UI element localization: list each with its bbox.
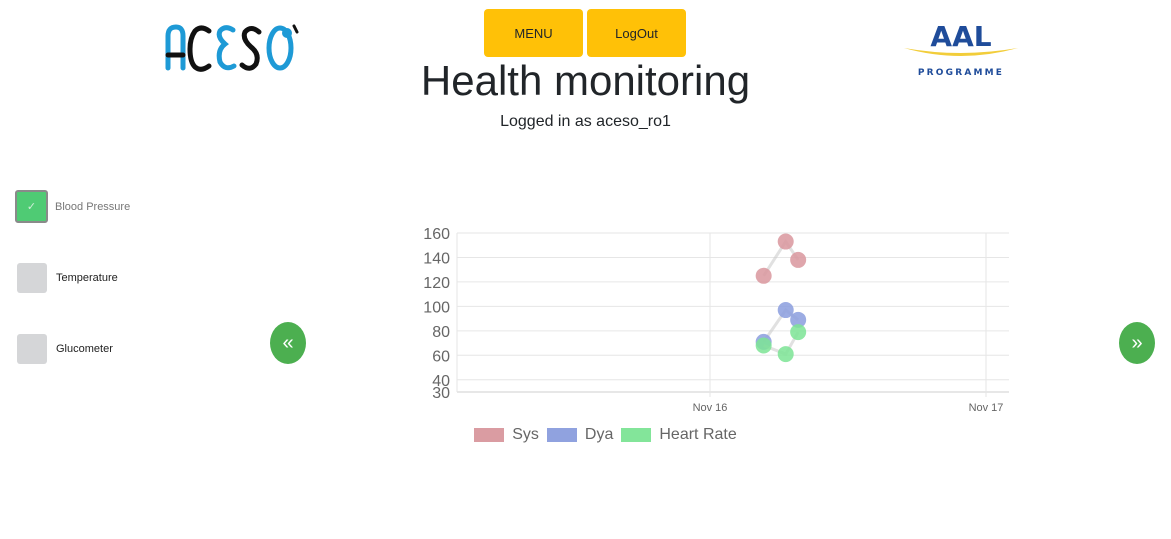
data-point[interactable]	[790, 251, 807, 268]
legend-swatch	[474, 428, 505, 442]
chart-legend: Sys Dya Heart Rate	[0, 426, 1171, 444]
data-point[interactable]	[755, 337, 772, 354]
y-axis-tick: 40	[432, 373, 450, 390]
page-title: Health monitoring	[420, 57, 751, 104]
data-point[interactable]	[790, 324, 807, 341]
y-axis-tick: 100	[423, 299, 450, 316]
legend-item[interactable]: Sys	[474, 426, 539, 444]
legend-label: Heart Rate	[659, 426, 737, 443]
logged-in-status: Logged in as aceso_ro1	[500, 113, 671, 130]
x-axis-tick: Nov 16	[693, 402, 728, 414]
menu-button[interactable]: MENU	[484, 9, 583, 57]
aal-programme-logo: AAL PROGRAMME	[904, 20, 1018, 78]
legend-item[interactable]: Heart Rate	[621, 426, 737, 444]
legend-item[interactable]: Dya	[546, 426, 614, 444]
legend-swatch	[621, 428, 652, 442]
y-axis-tick: 80	[432, 324, 450, 341]
svg-text:AAL: AAL	[930, 20, 991, 53]
y-axis-tick: 60	[432, 348, 450, 365]
legend-label: Dya	[584, 426, 614, 443]
next-period-button[interactable]: »	[1119, 322, 1155, 364]
double-chevron-left-icon: «	[282, 331, 294, 354]
check-icon: ✓	[26, 201, 37, 213]
data-point[interactable]	[790, 311, 807, 328]
y-axis-tick: 160	[423, 226, 450, 243]
y-axis-tick: 140	[423, 250, 450, 267]
y-axis-tick: 30	[432, 385, 450, 402]
x-axis-tick: Nov 17	[969, 402, 1004, 414]
double-chevron-right-icon: »	[1131, 331, 1143, 354]
legend-label: Sys	[512, 426, 539, 443]
data-point[interactable]	[777, 346, 794, 363]
previous-period-button[interactable]: «	[270, 322, 306, 364]
sensor-label: Glucometer	[56, 343, 113, 355]
data-point[interactable]	[777, 302, 794, 319]
sensor-toggle-temperature[interactable]: Temperature	[15, 263, 118, 293]
logout-button[interactable]: LogOut	[587, 9, 686, 57]
sensor-toggle-blood-pressure[interactable]: ✓ Blood Pressure	[15, 190, 130, 223]
legend-swatch	[546, 428, 577, 442]
sensor-toggle-glucometer[interactable]: Glucometer	[15, 334, 113, 364]
checkbox-checked[interactable]: ✓	[15, 190, 48, 223]
data-point[interactable]	[777, 233, 794, 250]
sensor-label: Temperature	[56, 272, 118, 284]
checkbox-unchecked[interactable]	[17, 334, 47, 364]
aceso-logo	[165, 24, 299, 72]
svg-text:PROGRAMME: PROGRAMME	[918, 68, 1004, 78]
sensor-label: Blood Pressure	[55, 200, 131, 213]
data-point[interactable]	[755, 267, 772, 284]
checkbox-unchecked[interactable]	[17, 263, 47, 293]
y-axis-tick: 120	[423, 275, 450, 292]
